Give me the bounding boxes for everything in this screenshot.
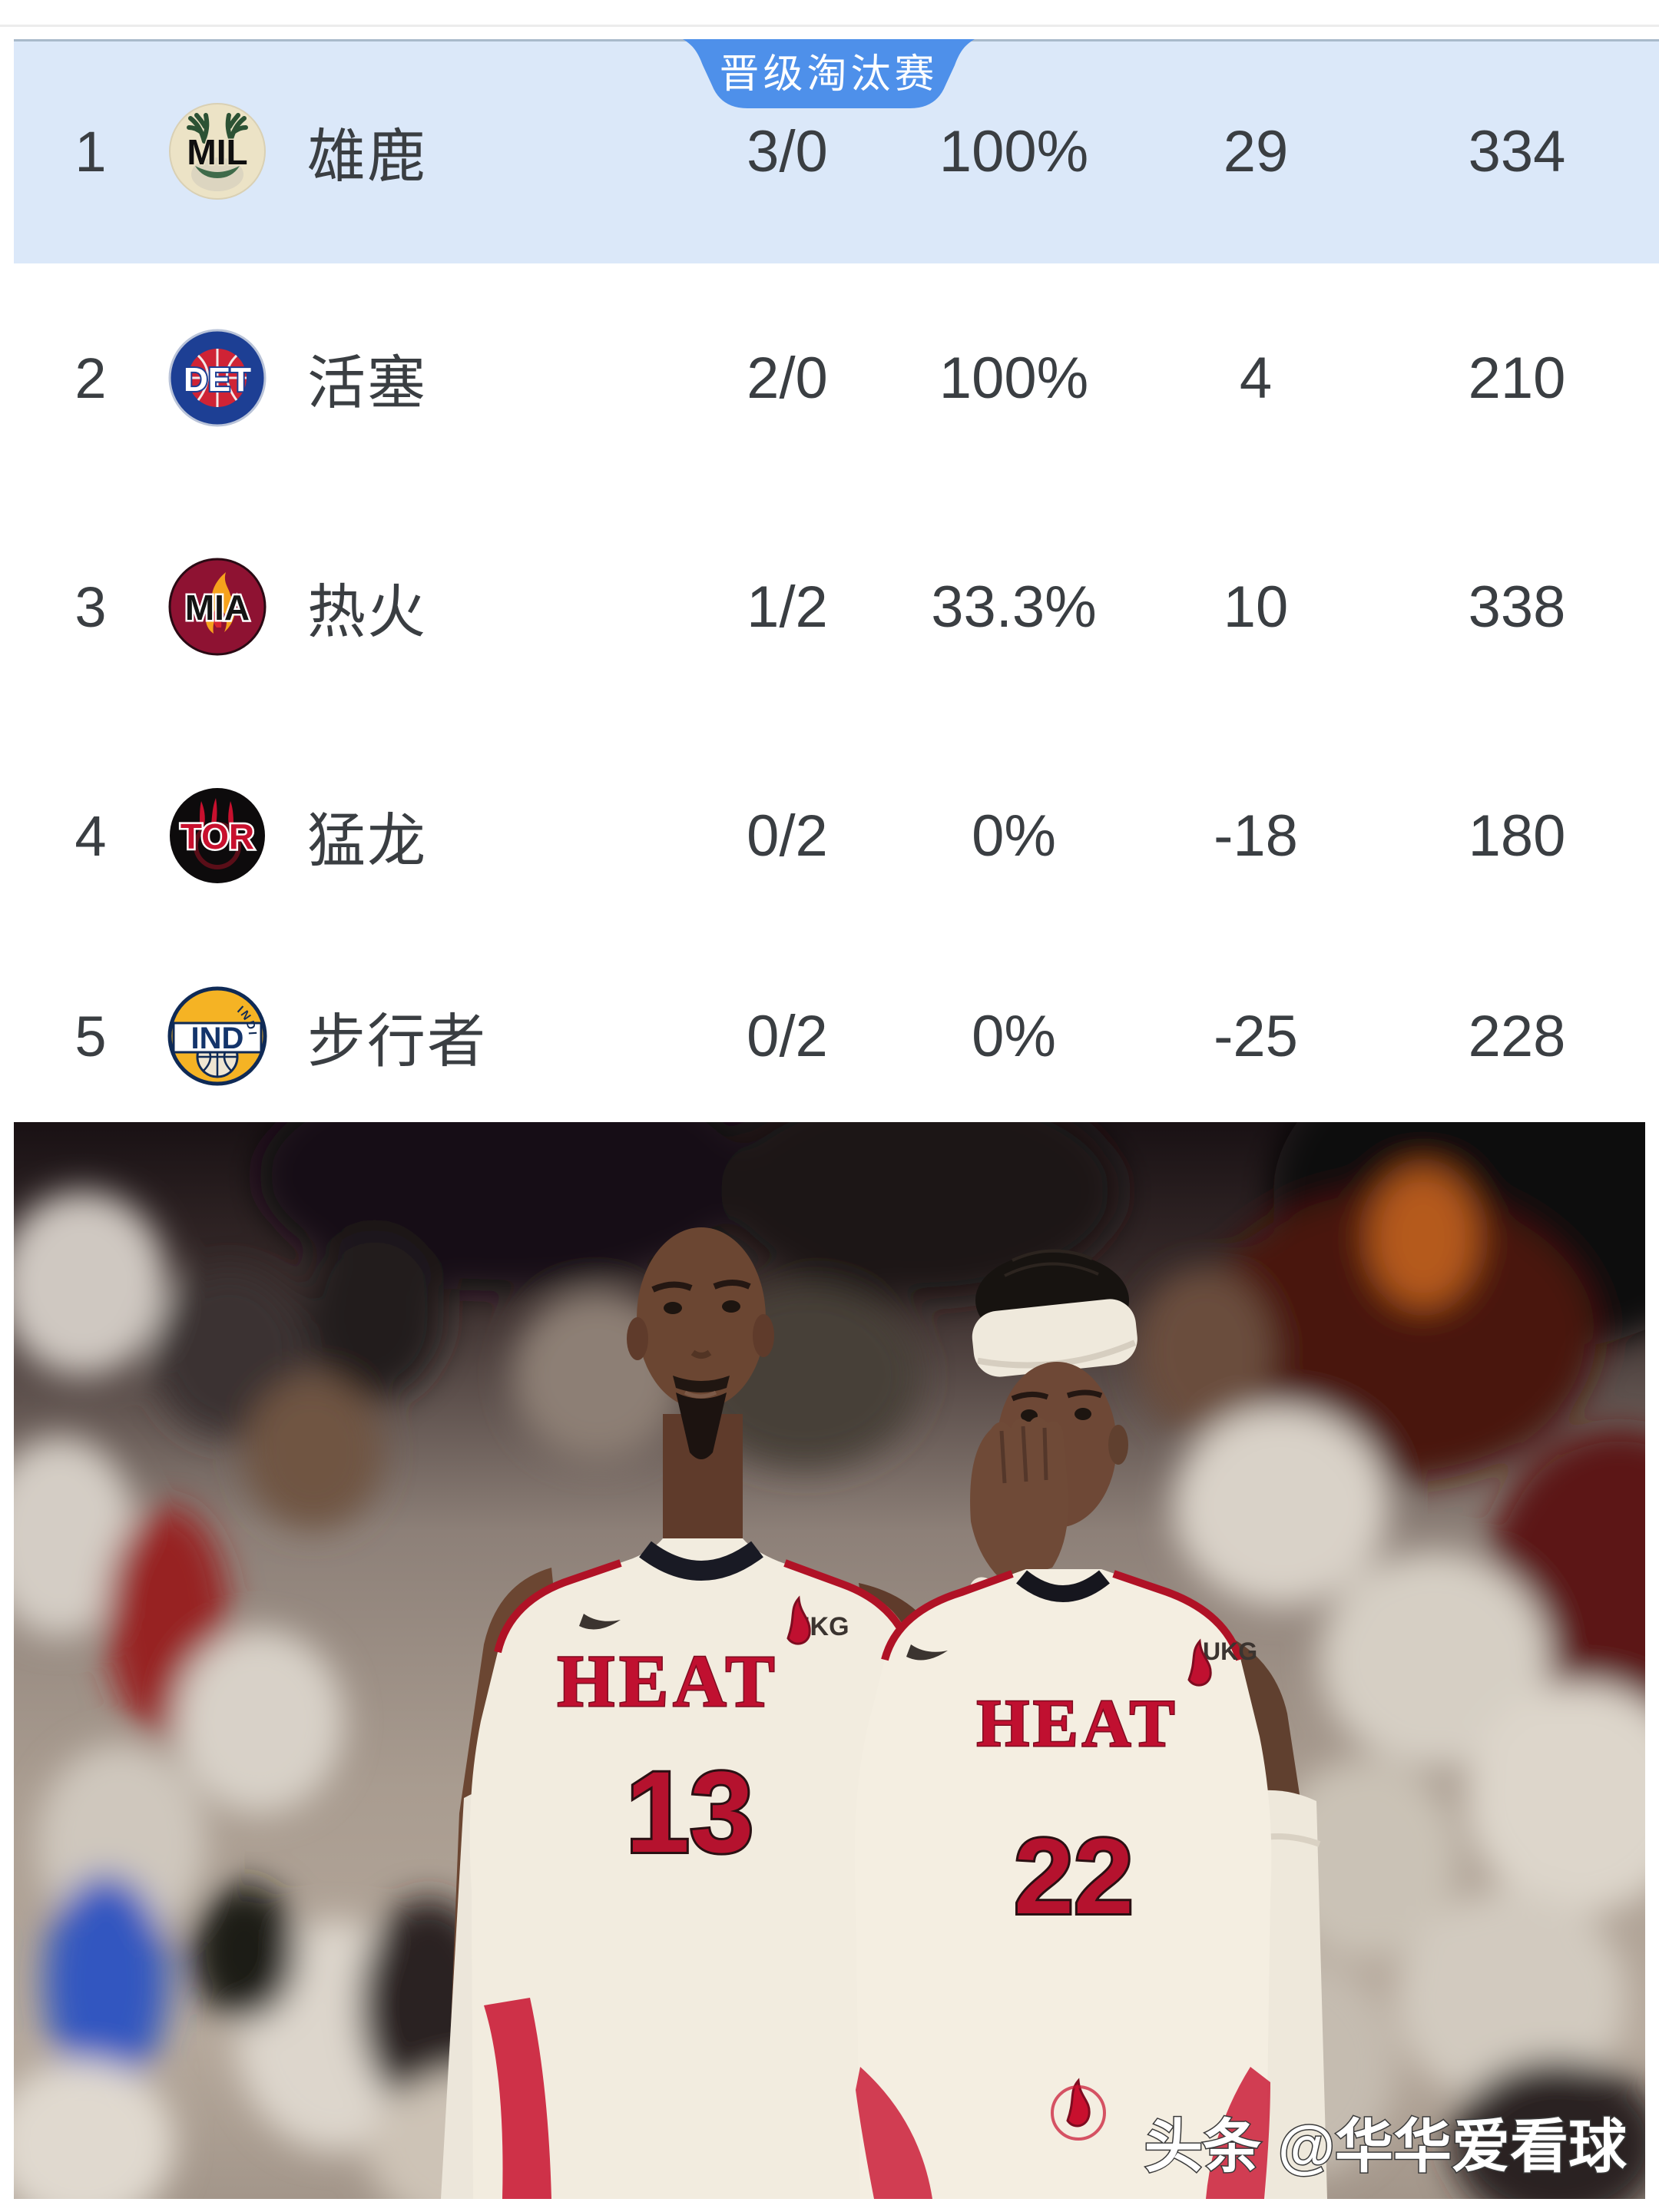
win-pct-cell: 0% xyxy=(972,1003,1056,1069)
win-pct-cell: 100% xyxy=(939,345,1089,411)
points-cell: 180 xyxy=(1468,803,1566,869)
team-logo-mia: MIA xyxy=(167,557,267,657)
rank-number: 2 xyxy=(75,346,107,410)
table-row-ind[interactable]: 5 INDIANA IND 步行者 0/2 0% -25 228 xyxy=(0,950,1659,1122)
logo-abbr-tor: TOR xyxy=(180,816,254,856)
win-pct-cell: 0% xyxy=(972,803,1056,869)
jersey-number-right: 22 xyxy=(1014,1816,1134,1936)
logo-abbr-ind: IND xyxy=(191,1022,244,1055)
table-row-mia[interactable]: 3 MIA 热火 1/2 33.3% 10 338 xyxy=(0,492,1659,721)
rank-number: 1 xyxy=(75,119,107,184)
point-diff-cell: -18 xyxy=(1214,803,1298,869)
table-row-det[interactable]: 2 DET 活塞 2/0 100% 4 210 xyxy=(0,263,1659,492)
row-content: 4 TOR 猛龙 xyxy=(14,786,1659,886)
watermark-logo-text: 头条 xyxy=(1144,2114,1261,2180)
record-cell: 0/2 xyxy=(747,1003,828,1069)
team-name: 雄鹿 xyxy=(307,124,427,190)
jersey-team-text-right: HEAT xyxy=(977,1687,1179,1761)
top-strip xyxy=(0,0,1659,39)
record-cell: 3/0 xyxy=(747,118,828,184)
team-name: 热火 xyxy=(307,580,427,645)
jersey-sponsor-right: UKG xyxy=(1203,1637,1257,1665)
logo-abbr-mil: MIL xyxy=(187,132,247,172)
badge-shape xyxy=(683,39,975,108)
team-logo-ind: INDIANA IND xyxy=(163,976,267,1086)
point-diff-cell: 4 xyxy=(1239,345,1273,411)
qualification-badge: 晋级淘汰赛 xyxy=(683,39,975,113)
win-pct-cell: 100% xyxy=(939,118,1089,184)
record-cell: 0/2 xyxy=(747,803,828,869)
rank-number: 4 xyxy=(75,803,107,868)
bottom-strip xyxy=(0,2199,1659,2212)
row-content: 3 MIA 热火 xyxy=(14,557,1659,657)
team-name: 活塞 xyxy=(307,351,427,416)
point-diff-cell: -25 xyxy=(1214,1003,1298,1069)
team-logo-mil: MIL xyxy=(167,101,267,201)
points-cell: 334 xyxy=(1468,118,1566,184)
points-cell: 228 xyxy=(1468,1003,1566,1069)
point-diff-cell: 10 xyxy=(1223,574,1289,640)
logo-abbr-det: DET xyxy=(184,361,251,399)
logo-abbr-mia: MIA xyxy=(185,588,250,628)
record-cell: 1/2 xyxy=(747,574,828,640)
jersey-number-left: 13 xyxy=(626,1747,754,1876)
right-player: UKG HEAT 22 xyxy=(854,1249,1327,2199)
crowd-background xyxy=(14,1122,1645,2199)
qualification-badge-label: 晋级淘汰赛 xyxy=(719,51,939,97)
team-logo-tor: TOR xyxy=(167,786,267,886)
rank-number: 3 xyxy=(75,575,107,639)
table-row-mil[interactable]: 晋级淘汰赛 1 MIL 雄鹿 3/0 100% 29 334 xyxy=(0,39,1659,263)
win-pct-cell: 33.3% xyxy=(931,574,1097,640)
team-name: 猛龙 xyxy=(307,809,427,874)
row-content: 5 INDIANA IND 步行者 xyxy=(14,976,1659,1086)
divider-line xyxy=(0,25,1659,27)
row-content: 2 DET 活塞 xyxy=(14,328,1659,428)
watermark-handle: @华华爱看球 xyxy=(1278,2114,1628,2180)
watermark: 头条 @华华爱看球 xyxy=(1144,2114,1628,2180)
record-cell: 2/0 xyxy=(747,345,828,411)
jersey-team-text-left: HEAT xyxy=(558,1640,780,1722)
row-content: 1 MIL 雄鹿 xyxy=(14,101,1659,201)
point-diff-cell: 29 xyxy=(1223,118,1289,184)
points-cell: 210 xyxy=(1468,345,1566,411)
points-cell: 338 xyxy=(1468,574,1566,640)
rank-number: 5 xyxy=(75,1004,107,1068)
team-logo-det: DET xyxy=(167,328,267,428)
players-photo: UKG HEAT 13 xyxy=(14,1122,1645,2199)
table-row-tor[interactable]: 4 TOR 猛龙 0/2 0% -18 180 xyxy=(0,721,1659,950)
team-name: 步行者 xyxy=(307,1009,487,1075)
